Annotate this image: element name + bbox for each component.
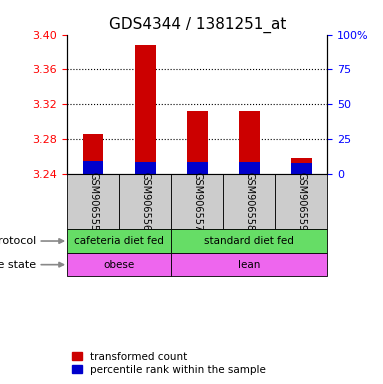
Title: GDS4344 / 1381251_at: GDS4344 / 1381251_at <box>108 17 286 33</box>
Text: GSM906556: GSM906556 <box>140 172 150 231</box>
Text: obese: obese <box>103 260 135 270</box>
Text: GSM906559: GSM906559 <box>296 172 306 231</box>
Bar <box>223 174 275 229</box>
Bar <box>187 111 208 174</box>
Text: standard diet fed: standard diet fed <box>205 236 294 246</box>
Bar <box>239 111 260 174</box>
Bar <box>67 229 171 253</box>
Legend: transformed count, percentile rank within the sample: transformed count, percentile rank withi… <box>72 352 266 375</box>
Text: lean: lean <box>238 260 260 270</box>
Bar <box>135 45 155 174</box>
Bar <box>239 162 260 174</box>
Text: GSM906557: GSM906557 <box>192 172 202 231</box>
Bar <box>83 134 103 174</box>
Bar <box>171 174 223 229</box>
Bar <box>291 158 312 174</box>
Bar <box>275 174 327 229</box>
Text: disease state: disease state <box>0 260 36 270</box>
Text: protocol: protocol <box>0 236 36 246</box>
Bar <box>83 161 103 174</box>
Text: GSM906555: GSM906555 <box>88 172 98 231</box>
Bar <box>67 174 119 229</box>
Text: cafeteria diet fed: cafeteria diet fed <box>74 236 164 246</box>
Bar <box>171 229 327 253</box>
Bar <box>135 162 155 174</box>
Bar <box>291 163 312 174</box>
Bar <box>187 162 208 174</box>
Bar <box>67 253 171 276</box>
Bar <box>119 174 171 229</box>
Bar <box>171 253 327 276</box>
Text: GSM906558: GSM906558 <box>244 172 254 231</box>
